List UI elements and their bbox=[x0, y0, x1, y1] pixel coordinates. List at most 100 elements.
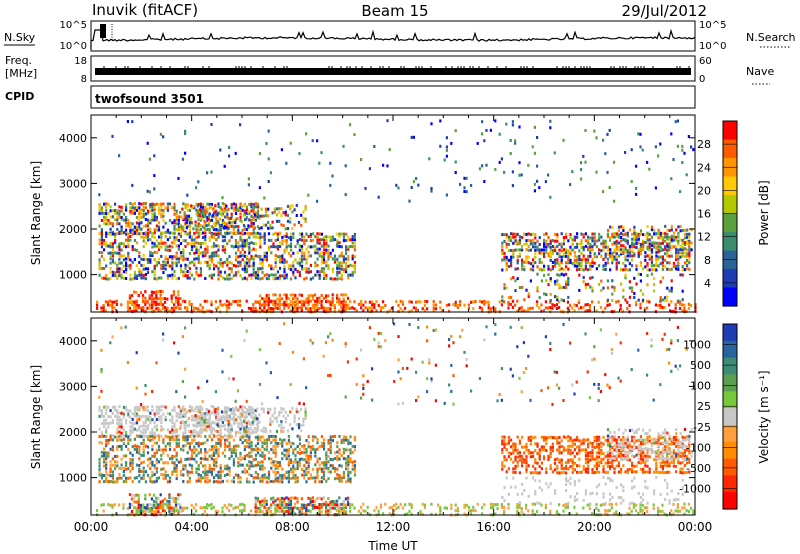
range-cell bbox=[543, 252, 546, 256]
range-cell bbox=[287, 451, 290, 454]
range-cell bbox=[294, 457, 297, 461]
range-cell bbox=[553, 151, 556, 155]
range-cell bbox=[338, 434, 341, 438]
range-cell bbox=[576, 264, 579, 268]
range-cell bbox=[120, 457, 123, 461]
range-cell bbox=[602, 257, 605, 261]
range-cell bbox=[104, 300, 107, 304]
range-cell bbox=[171, 472, 174, 476]
range-cell bbox=[212, 251, 216, 255]
range-cell bbox=[214, 410, 217, 414]
range-cell bbox=[223, 226, 226, 230]
range-cell bbox=[591, 286, 594, 290]
range-cell bbox=[155, 412, 158, 416]
range-cell bbox=[613, 241, 616, 245]
range-cell bbox=[144, 415, 147, 419]
range-cell bbox=[327, 248, 330, 252]
range-cell bbox=[131, 467, 134, 470]
range-cell bbox=[595, 239, 598, 243]
range-cell bbox=[245, 415, 249, 419]
range-cell bbox=[631, 289, 634, 293]
range-cell bbox=[320, 255, 323, 259]
range-cell bbox=[631, 241, 634, 245]
range-cell bbox=[181, 419, 184, 423]
range-cell bbox=[628, 228, 632, 232]
range-cell bbox=[320, 303, 323, 307]
range-cell bbox=[507, 306, 510, 310]
range-cell bbox=[648, 254, 651, 257]
range-cell bbox=[285, 276, 288, 280]
range-cell bbox=[118, 444, 121, 448]
range-cell bbox=[175, 469, 178, 473]
range-cell bbox=[543, 292, 546, 296]
range-cell bbox=[275, 219, 279, 223]
range-cell bbox=[204, 215, 207, 219]
range-cell bbox=[114, 480, 117, 484]
range-cell bbox=[146, 473, 150, 477]
range-cell bbox=[258, 420, 261, 424]
range-cell bbox=[128, 294, 131, 298]
range-cell bbox=[261, 441, 264, 445]
range-cell bbox=[252, 228, 255, 232]
range-cell bbox=[269, 171, 272, 175]
range-cell bbox=[175, 442, 178, 446]
range-cell bbox=[657, 255, 660, 259]
range-cell bbox=[342, 438, 345, 442]
range-cell bbox=[650, 244, 654, 247]
range-cell bbox=[116, 448, 119, 451]
range-cell bbox=[118, 418, 121, 422]
range-cell bbox=[100, 450, 103, 454]
range-cell bbox=[173, 224, 176, 228]
range-cell bbox=[122, 428, 125, 432]
range-cell bbox=[342, 473, 345, 477]
range-cell bbox=[116, 438, 119, 442]
range-cell bbox=[327, 267, 330, 271]
range-cell bbox=[565, 272, 568, 276]
range-cell bbox=[283, 453, 286, 457]
range-cell bbox=[253, 416, 257, 420]
range-cell bbox=[254, 202, 257, 205]
range-cell bbox=[223, 427, 227, 431]
range-cell bbox=[611, 299, 614, 302]
range-cell bbox=[314, 293, 317, 297]
range-cell bbox=[245, 463, 249, 467]
range-cell bbox=[267, 435, 271, 438]
range-cell bbox=[208, 464, 211, 468]
range-cell bbox=[146, 232, 150, 235]
range-cell bbox=[239, 218, 242, 222]
range-cell bbox=[540, 309, 543, 313]
colorbar-swatch bbox=[723, 121, 737, 141]
range-cell bbox=[340, 267, 343, 271]
range-cell bbox=[567, 267, 570, 271]
range-cell bbox=[188, 405, 191, 409]
range-cell bbox=[133, 437, 136, 441]
range-cell bbox=[251, 420, 254, 424]
range-cell bbox=[197, 479, 200, 483]
range-cell bbox=[518, 161, 521, 165]
range-cell bbox=[342, 258, 345, 262]
range-cell bbox=[303, 251, 306, 255]
range-cell bbox=[103, 222, 106, 225]
range-cell bbox=[164, 418, 167, 422]
range-cell bbox=[212, 447, 216, 451]
range-cell bbox=[340, 479, 343, 483]
range-cell bbox=[281, 444, 284, 448]
range-cell bbox=[439, 144, 442, 148]
range-cell bbox=[217, 248, 220, 252]
range-cell bbox=[333, 309, 336, 313]
range-cell bbox=[107, 480, 110, 484]
range-cell bbox=[565, 261, 568, 265]
range-cell bbox=[419, 300, 422, 304]
range-cell bbox=[175, 244, 178, 248]
range-cell bbox=[208, 479, 211, 483]
range-cell bbox=[242, 204, 246, 208]
range-cell bbox=[531, 145, 534, 149]
range-cell bbox=[234, 231, 238, 235]
range-cell bbox=[218, 417, 221, 421]
range-cell bbox=[516, 460, 519, 464]
range-cell bbox=[239, 438, 242, 441]
range-cell bbox=[195, 448, 198, 452]
range-cell bbox=[243, 270, 246, 274]
range-cell bbox=[153, 208, 156, 212]
range-cell bbox=[642, 292, 645, 296]
